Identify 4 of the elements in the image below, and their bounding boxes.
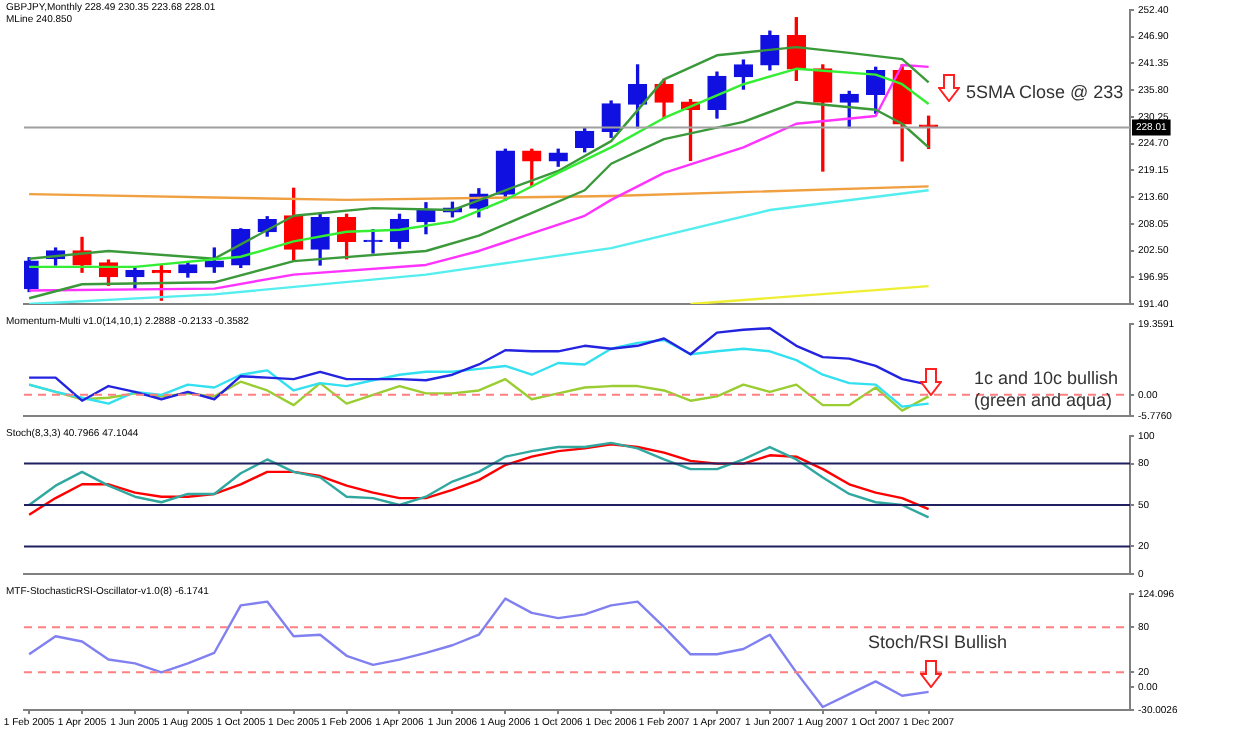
candlestick — [363, 229, 383, 254]
annotation: 5SMA Close @ 233 — [966, 82, 1126, 104]
annotation: 1c and 10c bullish (green and aqua) — [974, 368, 1119, 410]
annotation: Stoch/RSI Bullish — [868, 632, 1010, 654]
